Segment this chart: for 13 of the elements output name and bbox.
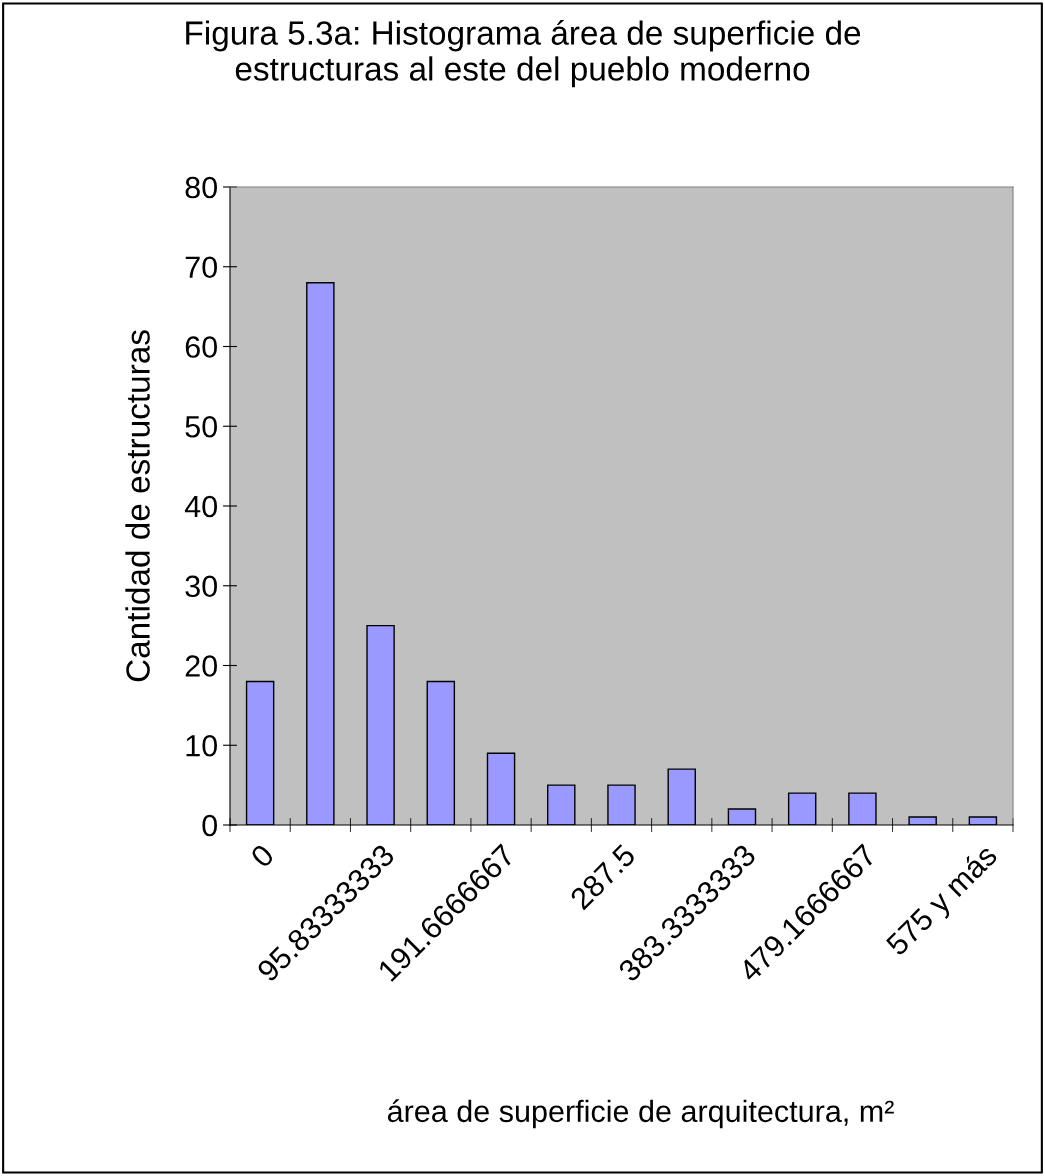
y-tick-label: 10	[186, 734, 217, 757]
y-tick-label: 80	[185, 176, 217, 199]
x-tick-label: 575 y más	[884, 842, 1003, 961]
y-tick-label: 20	[185, 655, 217, 677]
y-tick-label: 60	[185, 336, 217, 358]
y-tick-label: 0	[202, 814, 217, 837]
y-tick-label: 50	[185, 415, 217, 438]
y-tick-label: 40	[184, 495, 217, 518]
y-axis-title: Cantidad de estructuras	[125, 330, 150, 682]
y-tick-label: 30	[185, 575, 217, 598]
chart-title: Figura 5.3a: Histograma área de superficie de estructuras al este del pueblo moderno	[186, 20, 861, 88]
y-tick-label: 70	[185, 256, 217, 279]
x-axis-title: área de superficie de arquitectura, m²	[387, 1099, 894, 1129]
